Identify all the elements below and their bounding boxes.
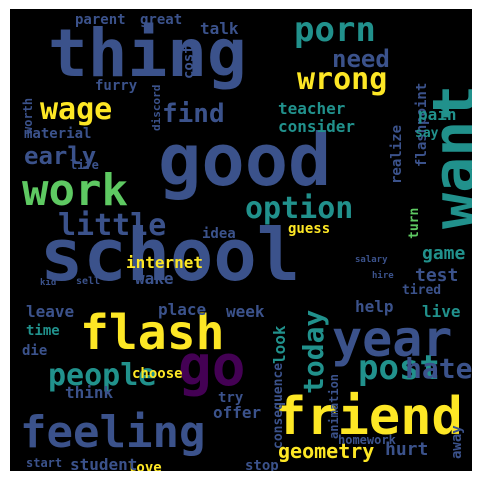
word-consequence: away [449,425,465,459]
word-homework: animation [327,373,341,439]
word-wrong: wrong [297,62,388,97]
word-life: material [24,126,92,142]
word-furry: cost [181,45,197,79]
word-talk: say [415,126,439,141]
word-hurt: try [218,390,244,406]
word-cost: great [140,12,183,28]
word-worth: furry [95,78,138,94]
word-help: live [422,302,461,321]
word-turn: homework [338,433,396,447]
word-yiff: hire [372,271,394,281]
word-wage: wage [40,92,113,127]
word-hire: salary [355,255,388,265]
word-today: today [297,309,330,394]
word-look: week [226,302,265,321]
word-time: leave [26,302,75,321]
word-great: parent [75,12,126,28]
word-flashpoint: turn [407,207,422,239]
word-friend: friend [275,387,463,447]
word-pain: realize [389,124,405,184]
word-discord: life [70,158,99,172]
word-guess: help [355,297,394,316]
word-start: student [70,455,138,472]
word-test: game [422,243,466,264]
word-internet: guess [288,221,331,237]
word-think: die [22,343,48,359]
word-tired: discord [150,84,163,131]
word-live: look [270,325,289,364]
word-idea: internet [126,253,204,272]
word-realize: flashpoint [414,82,430,167]
word-student: love [128,460,162,471]
word-animation: consequence [271,362,286,449]
word-year: year [332,310,453,368]
word-option: option [245,191,354,226]
word-post: post [358,348,440,388]
word-salary: kid [40,278,57,288]
word-good: good [158,118,332,202]
word-try: stop [245,458,279,471]
word-die: time [26,323,60,339]
word-geometry: geometry [278,439,375,463]
word-need: need [332,45,390,73]
word-school: school [40,213,301,297]
word-teacher: teacher [278,99,346,118]
word-place: test [415,265,459,286]
word-feeling: feeling [20,407,206,458]
word-little: little [58,208,167,243]
word-thing: thing [48,15,247,92]
word-kid: sell [76,276,101,287]
word-people: people [48,358,157,393]
word-find: find [162,99,225,129]
word-hate: hate [405,352,472,385]
word-flash: flash [80,305,225,361]
word-sell: tired [402,283,442,298]
word-wake: idea [202,226,236,242]
word-leave: wake [135,269,174,288]
word-offer: choose [132,366,183,382]
word-early: early [24,142,97,170]
word-love: offer [213,403,262,422]
word-work: work [22,165,128,216]
word-cloud: school school good thing want friend wor… [10,9,472,471]
word-say: pain [418,105,457,124]
word-week: place [158,300,207,319]
word-parent: talk [200,19,239,38]
word-porn: porn [294,10,376,50]
word-go: go [178,334,246,399]
word-stop: start [26,456,63,470]
word-choose: think [65,383,114,402]
word-consider: consider [278,117,356,136]
word-away: hurt [385,439,429,460]
